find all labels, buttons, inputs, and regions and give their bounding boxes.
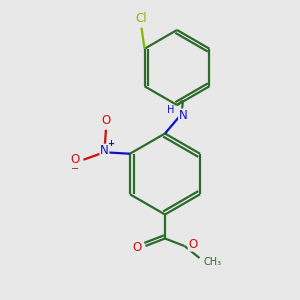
Text: O: O (101, 114, 111, 127)
Text: N: N (178, 109, 188, 122)
Text: −: − (71, 164, 79, 174)
Text: O: O (188, 238, 197, 251)
Text: CH₃: CH₃ (204, 256, 222, 267)
Text: O: O (70, 153, 80, 166)
Text: N: N (100, 144, 109, 157)
Text: Cl: Cl (136, 12, 147, 25)
Text: H: H (167, 105, 175, 116)
Text: O: O (133, 241, 142, 254)
Text: +: + (107, 139, 115, 148)
